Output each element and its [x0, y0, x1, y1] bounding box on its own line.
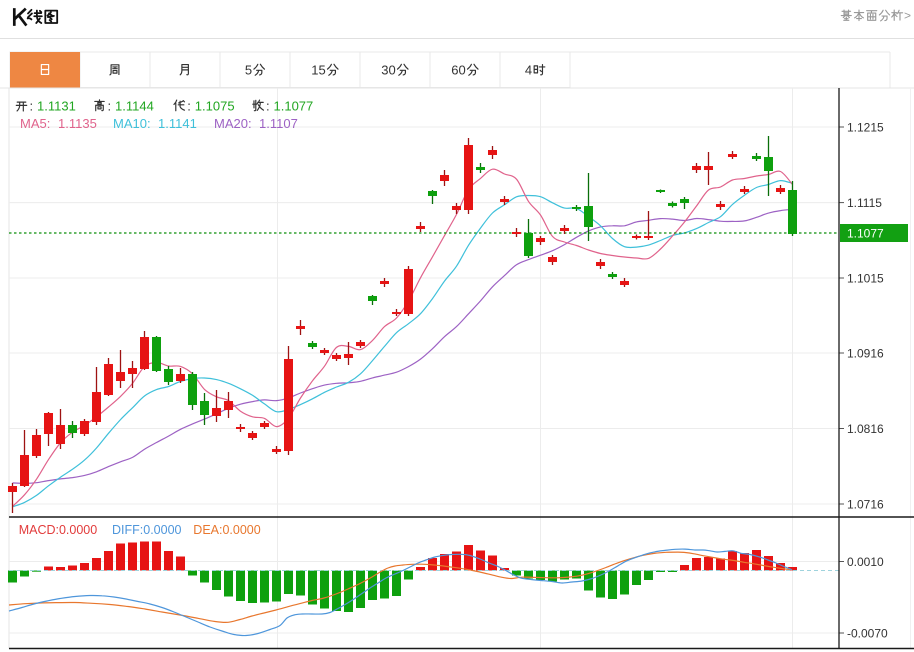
svg-text:-0.0070: -0.0070	[847, 627, 888, 641]
svg-text:1.1115: 1.1115	[847, 196, 882, 210]
svg-text:MACD:0.0000: MACD:0.0000	[19, 523, 98, 537]
svg-text:4: 4	[525, 63, 532, 78]
svg-text:1.1141: 1.1141	[158, 116, 197, 131]
svg-text:1.1015: 1.1015	[847, 272, 884, 286]
svg-text:60: 60	[451, 63, 465, 78]
svg-text:>: >	[904, 9, 911, 23]
svg-text:1.1131: 1.1131	[37, 99, 76, 114]
svg-text:1.1215: 1.1215	[847, 121, 884, 135]
svg-text:1.0916: 1.0916	[847, 347, 884, 361]
svg-text:1.1144: 1.1144	[115, 99, 154, 114]
svg-text:DEA:0.0000: DEA:0.0000	[193, 523, 260, 537]
svg-text:1.1075: 1.1075	[195, 99, 235, 114]
svg-text:1.1135: 1.1135	[58, 116, 97, 131]
svg-text:15: 15	[311, 63, 325, 78]
svg-text:1.0716: 1.0716	[847, 498, 884, 512]
svg-text:DIFF:0.0000: DIFF:0.0000	[112, 523, 182, 537]
svg-text:1.1077: 1.1077	[274, 99, 314, 114]
svg-text:30: 30	[381, 63, 395, 78]
svg-text::: :	[108, 99, 112, 114]
svg-text:5: 5	[245, 63, 252, 78]
svg-text::: :	[30, 99, 34, 114]
svg-text:0.0010: 0.0010	[847, 555, 884, 569]
svg-text:MA10:: MA10:	[113, 116, 151, 131]
svg-text:1.1107: 1.1107	[259, 116, 298, 131]
svg-text:MA20:: MA20:	[214, 116, 252, 131]
svg-text:MA5:: MA5:	[20, 116, 50, 131]
svg-text:1.1077: 1.1077	[847, 227, 884, 241]
svg-text:1.0816: 1.0816	[847, 422, 884, 436]
svg-text::: :	[187, 99, 191, 114]
svg-text::: :	[266, 99, 270, 114]
